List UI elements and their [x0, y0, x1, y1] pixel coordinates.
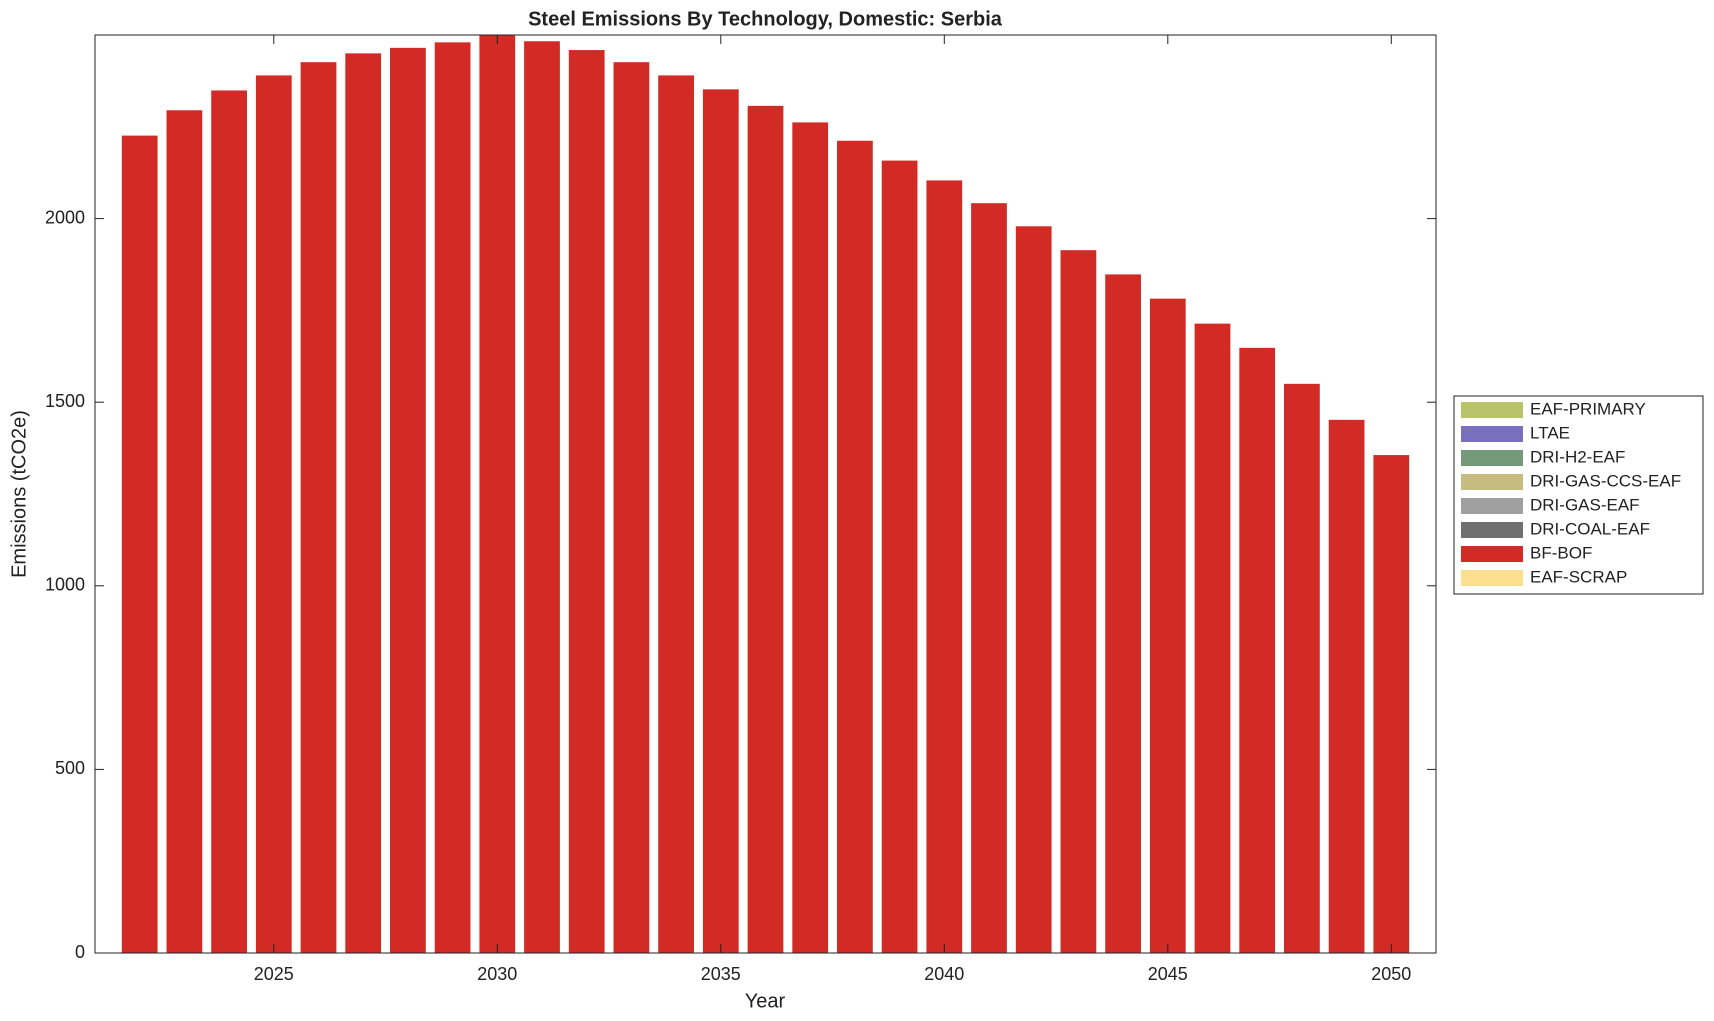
bar-segment — [1149, 298, 1186, 953]
bar-segment — [1239, 347, 1276, 953]
bar-segment — [1015, 226, 1052, 953]
y-tick-label: 2000 — [45, 207, 85, 227]
x-tick-label: 2045 — [1148, 964, 1188, 984]
bar-segment — [121, 135, 158, 953]
bar-segment — [1328, 419, 1365, 953]
legend-label: LTAE — [1530, 423, 1570, 442]
legend-label: EAF-PRIMARY — [1530, 399, 1646, 418]
bar-segment — [434, 42, 471, 953]
bar-segment — [166, 110, 203, 953]
legend-swatch — [1461, 522, 1523, 538]
y-tick-label: 1000 — [45, 575, 85, 595]
legend-swatch — [1461, 426, 1523, 442]
legend-label: DRI-H2-EAF — [1530, 447, 1625, 466]
legend-swatch — [1461, 546, 1523, 562]
bar-segment — [345, 53, 382, 953]
legend-label: BF-BOF — [1530, 543, 1592, 562]
bar-segment — [837, 140, 873, 953]
bar-segment — [211, 90, 247, 953]
bar-segment — [971, 203, 1007, 953]
bar-segment — [702, 89, 739, 953]
bar-segment — [255, 75, 292, 953]
bar-segment — [747, 105, 784, 953]
bar-segment — [658, 75, 694, 953]
y-tick-label: 500 — [55, 758, 85, 778]
bar-segment — [1373, 455, 1410, 953]
chart-title: Steel Emissions By Technology, Domestic:… — [528, 8, 1003, 30]
legend-swatch — [1461, 450, 1523, 466]
y-axis-label: Emissions (tCO2e) — [8, 410, 30, 578]
bar-segment — [524, 41, 560, 953]
x-tick-label: 2040 — [924, 964, 964, 984]
x-axis-label: Year — [745, 990, 786, 1012]
legend-swatch — [1461, 498, 1523, 514]
legend-swatch — [1461, 474, 1523, 490]
bar-segment — [479, 35, 516, 953]
bar-segment — [613, 62, 650, 953]
bar-segment — [1194, 323, 1231, 953]
bar-segment — [792, 122, 829, 953]
legend-swatch — [1461, 402, 1523, 418]
x-tick-label: 2035 — [701, 964, 741, 984]
bar-segment — [1105, 274, 1141, 953]
y-tick-label: 0 — [75, 942, 85, 962]
legend-label: DRI-GAS-CCS-EAF — [1530, 471, 1681, 490]
bar-segment — [1284, 383, 1320, 953]
bars — [121, 35, 1410, 953]
bar-segment — [926, 180, 963, 953]
bar-segment — [300, 62, 337, 953]
legend-swatch — [1461, 570, 1523, 586]
x-tick-label: 2030 — [477, 964, 517, 984]
legend-label: DRI-COAL-EAF — [1530, 519, 1650, 538]
bar-segment — [568, 50, 605, 953]
y-tick-label: 1500 — [45, 391, 85, 411]
legend-label: EAF-SCRAP — [1530, 567, 1627, 586]
bar-segment — [881, 160, 918, 953]
bar-segment — [1060, 250, 1097, 953]
axes-box — [94, 34, 1437, 954]
legend-label: DRI-GAS-EAF — [1530, 495, 1640, 514]
x-tick-label: 2050 — [1371, 964, 1411, 984]
x-tick-label: 2025 — [254, 964, 294, 984]
bar-segment — [390, 47, 426, 953]
